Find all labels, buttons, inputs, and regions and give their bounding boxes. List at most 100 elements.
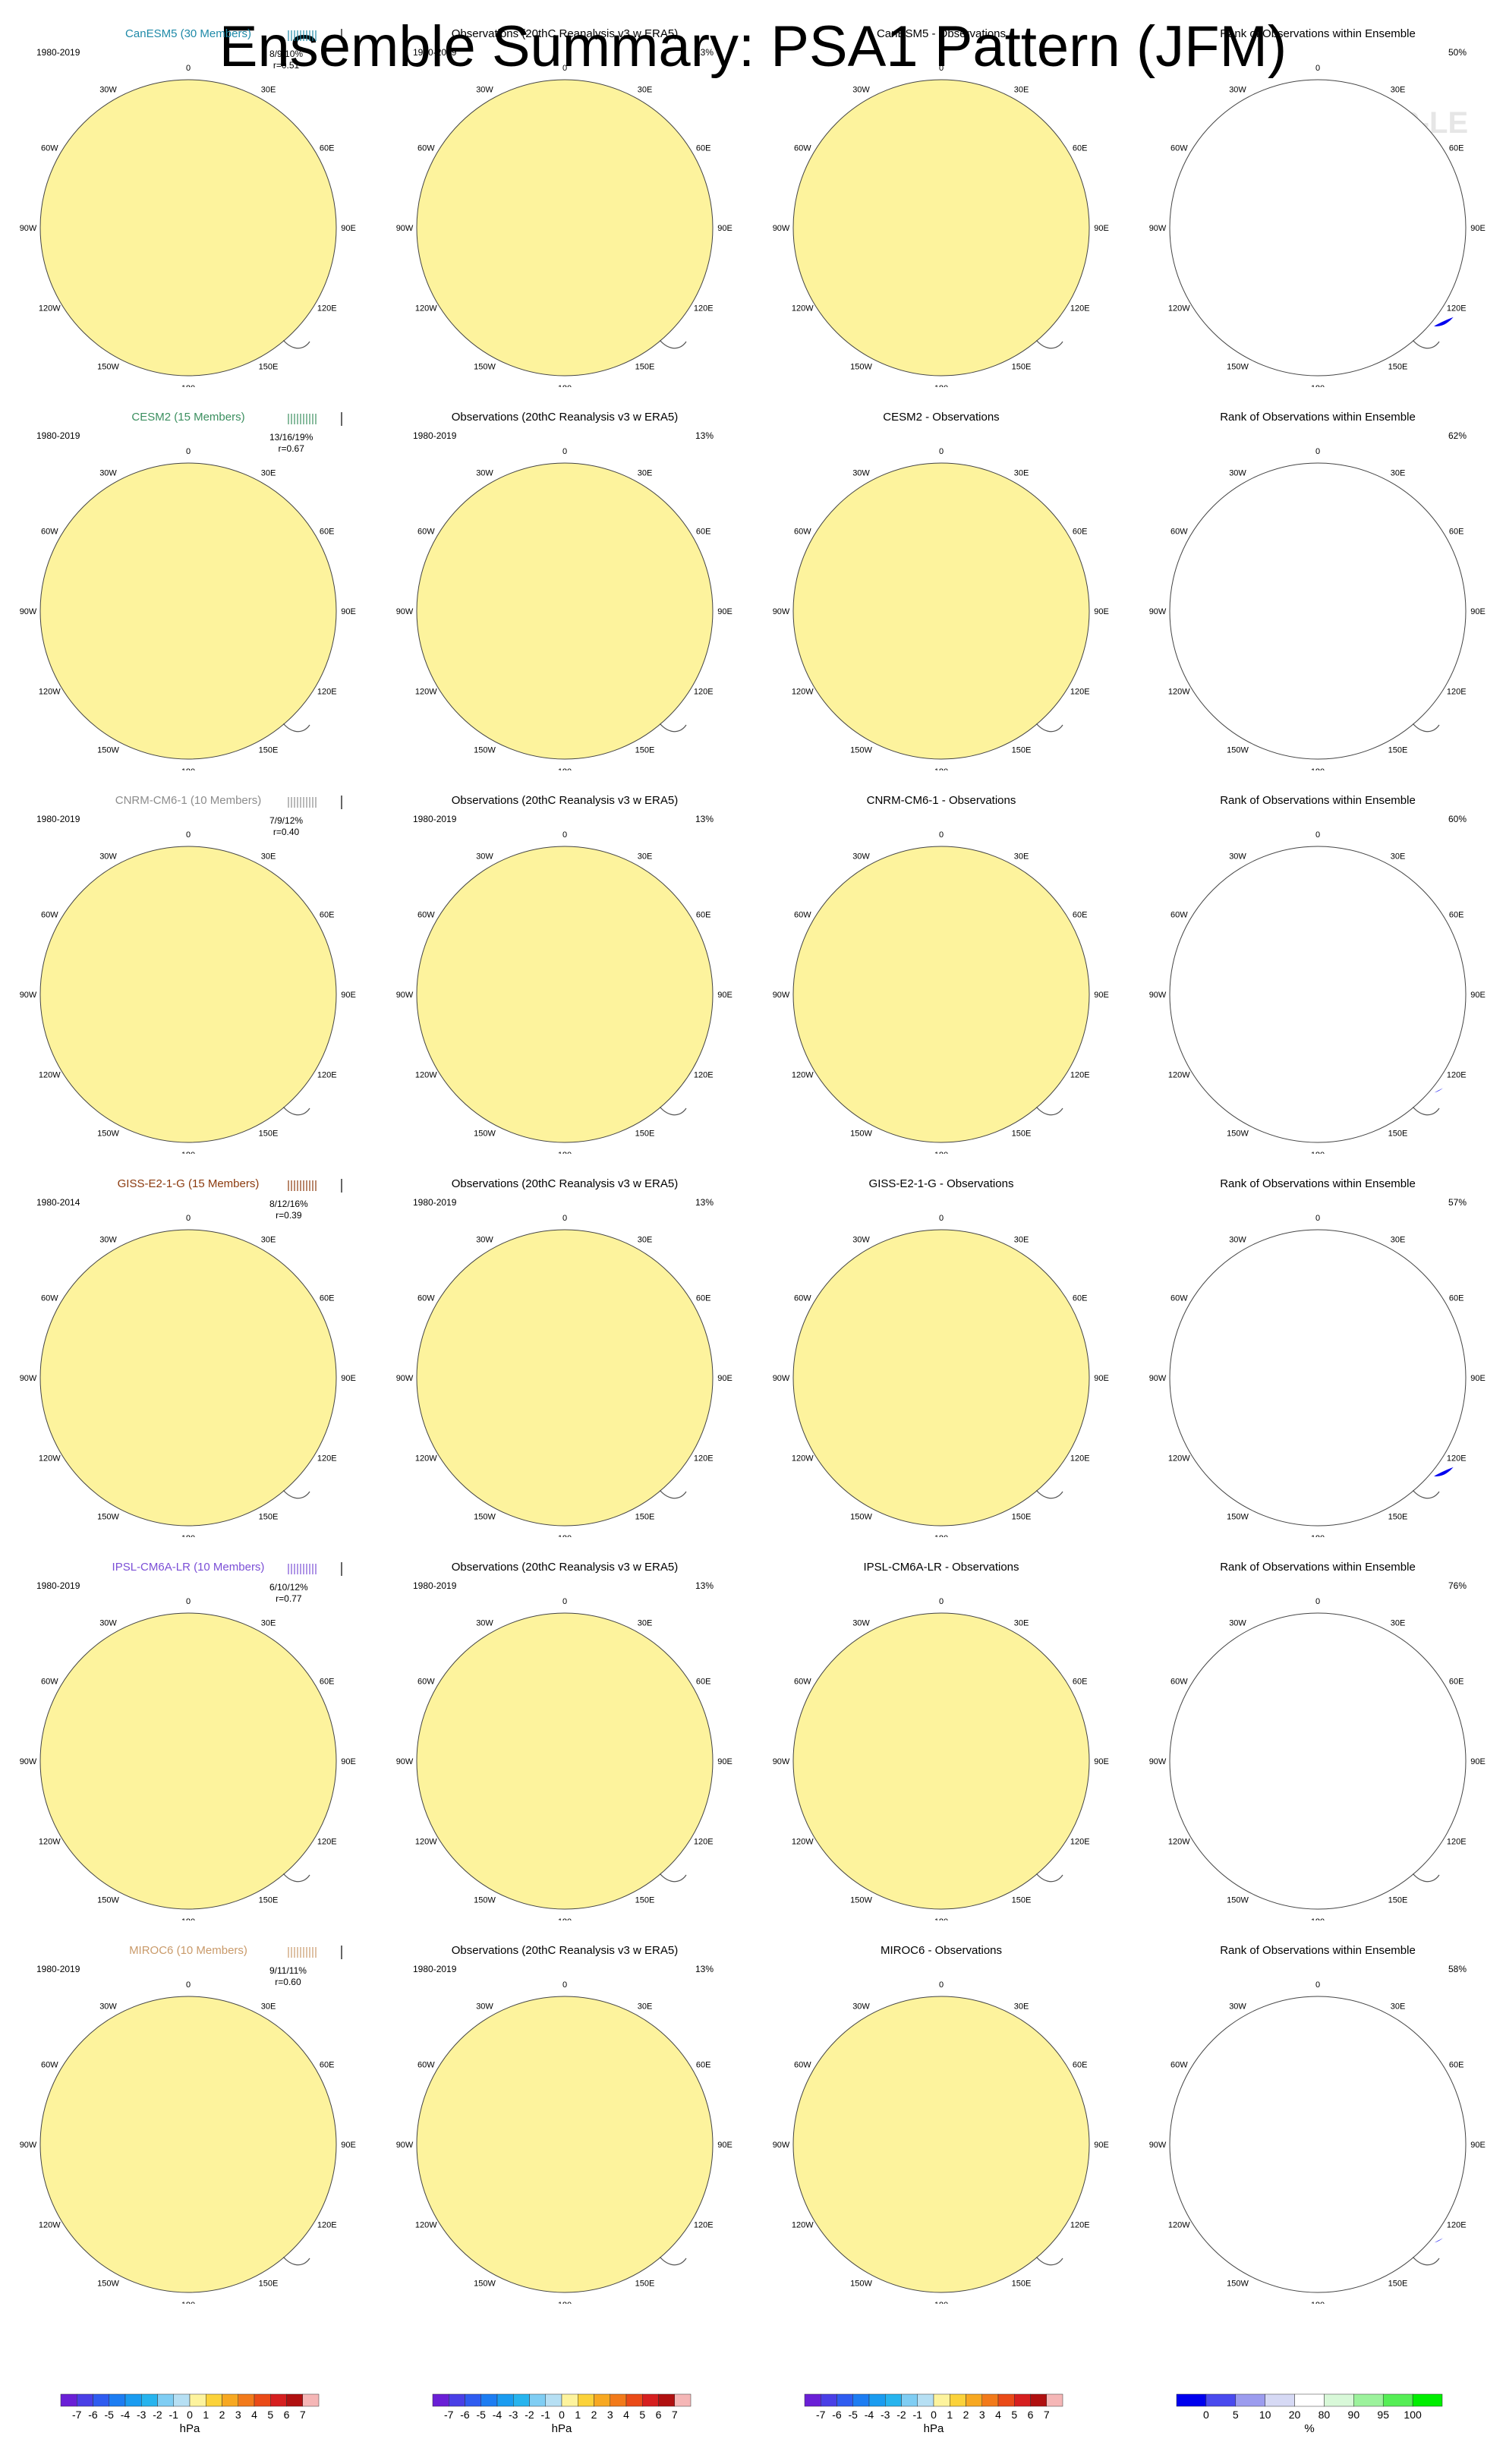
lon-label: 60E (1449, 2061, 1464, 2070)
map-border (1169, 1996, 1467, 2293)
lon-label: 150E (1388, 1513, 1408, 1522)
colorbar-tick-label: 7 (300, 2409, 306, 2421)
lon-label: 60E (696, 2061, 711, 2070)
colorbar-hpa-svg: -7 -6 -5 -4 -3 -2 -1 0 1 2 3 4 5 6 7 hPa (804, 2393, 1063, 2435)
diff-panel: 0 30E 60E 90E 120E 150E 180 150W 120W 90W 60W 30W CN… (753, 767, 1130, 1154)
lon-label: 120W (415, 1071, 437, 1080)
map-background (793, 1230, 1089, 1526)
colorbar-tick-label: -2 (525, 2409, 534, 2421)
lon-label: 60W (417, 2061, 435, 2070)
model-panel: 0 30E 60E 90E 120E 150E 180 150W 120W 90W 60W 30W Ca… (0, 0, 376, 387)
rank-title: Rank of Observations within Ensemble (1220, 411, 1416, 424)
lon-label: 120E (1447, 2221, 1467, 2230)
lon-label: 150W (474, 1896, 496, 1905)
rank-percent: 60% (1448, 814, 1467, 824)
colorbar-tick-label: 2 (963, 2409, 969, 2421)
map-border (416, 1612, 714, 1910)
lon-label: 30W (1229, 1235, 1246, 1244)
colorbar-tick-label: 3 (235, 2409, 241, 2421)
map-background (793, 1613, 1089, 1909)
colorbar-swatch (77, 2393, 93, 2407)
lon-label: 60E (1073, 1294, 1088, 1303)
lon-label: 120W (792, 1838, 814, 1847)
stats-explained-variance: 7/9/12% (269, 815, 304, 826)
stats-pattern-correlation: r=0.60 (275, 1977, 301, 1987)
colorbar-swatch (997, 2393, 1015, 2407)
lon-label: 90W (1149, 2141, 1167, 2150)
map-border (792, 846, 1090, 1143)
colorbar-swatch (529, 2393, 546, 2407)
lon-label: 30W (476, 2002, 493, 2011)
lon-label: 150E (1012, 2280, 1032, 2289)
lon-label: 120W (39, 2221, 61, 2230)
lon-label: 150W (474, 363, 496, 372)
lon-label: 30W (476, 85, 493, 94)
map-background (417, 80, 713, 376)
lon-label: 150E (1012, 1513, 1032, 1522)
lon-label: 60W (417, 911, 435, 920)
lon-label: 90E (1470, 2141, 1486, 2150)
obs-explained-variance: 13% (695, 47, 714, 58)
lon-label: 150W (850, 1130, 872, 1139)
lon-label: 90E (1094, 224, 1109, 233)
lon-label: 150E (1012, 1130, 1032, 1139)
map-background (40, 463, 336, 759)
map-background (417, 1230, 713, 1526)
colorbar-tick-label: 95 (1377, 2409, 1389, 2421)
colorbar-swatch (561, 2393, 578, 2407)
colorbar-tick-label: -3 (137, 2409, 147, 2421)
lon-label: 120E (1070, 304, 1090, 314)
lon-label: 120E (1070, 688, 1090, 697)
lon-label: 150W (1227, 1130, 1249, 1139)
period-label: 1980-2019 (413, 47, 457, 58)
lon-label: 0 (186, 1597, 191, 1606)
lon-label: 150W (850, 363, 872, 372)
lon-label: 0 (186, 447, 191, 456)
obs-explained-variance: 13% (695, 1964, 714, 1974)
lon-label: 0 (186, 1980, 191, 1990)
lon-label: 30W (852, 85, 870, 94)
diff-title: CanESM5 - Observations (876, 27, 1007, 40)
lon-label: 30E (261, 85, 276, 94)
lon-label: 90W (396, 1374, 414, 1383)
map-background (1170, 80, 1466, 376)
colorbar-percent-svg: 0 5 10 20 80 90 95 100% (1176, 2393, 1443, 2435)
lon-label: 90W (1149, 1757, 1167, 1766)
polar-map: 0 30E 60E 90E 120E 150E 180 150W 120W 90W 60W 30W (396, 1597, 733, 1920)
polar-map: 0 30E 60E 90E 120E 150E 180 150W 120W 90W 60W 30W (396, 447, 733, 770)
lon-label: 30E (261, 468, 276, 477)
lon-label: 180 (934, 384, 948, 387)
lon-label: 180 (934, 1534, 948, 1537)
map-background (40, 1613, 336, 1909)
map-border (1169, 1612, 1467, 1910)
map-border (792, 79, 1090, 377)
lon-label: 120E (694, 1071, 714, 1080)
lon-label: 120E (317, 1454, 337, 1464)
lon-label: 60E (1449, 1294, 1464, 1303)
lon-label: 150E (635, 1130, 655, 1139)
model-title: CNRM-CM6-1 (10 Members) (115, 794, 262, 807)
map-background (40, 1230, 336, 1526)
colorbar-swatch (658, 2393, 675, 2407)
model-stats: 6/10/12% r=0.77 (269, 1582, 308, 1605)
lon-label: 180 (181, 384, 195, 387)
colorbar-tick-label: 5 (267, 2409, 273, 2421)
lon-label: 150W (850, 1896, 872, 1905)
rank-title: Rank of Observations within Ensemble (1220, 794, 1416, 807)
rank-panel: 0 30E 60E 90E 120E 150E 180 150W 120W 90W 60W 30W Ra… (1130, 1150, 1506, 1537)
lon-label: 30W (1229, 468, 1246, 477)
lon-label: 150W (474, 1513, 496, 1522)
period-label: 1980-2014 (36, 1197, 80, 1208)
period-label: 1980-2019 (36, 814, 80, 824)
lon-label: 60E (1449, 144, 1464, 153)
lon-label: 60W (794, 1294, 811, 1303)
lon-label: 30E (1391, 85, 1406, 94)
lon-label: 120E (317, 688, 337, 697)
model-title: IPSL-CM6A-LR (10 Members) (112, 1561, 265, 1574)
map-border (39, 462, 337, 760)
lon-label: 90W (396, 607, 414, 616)
rank-title: Rank of Observations within Ensemble (1220, 1177, 1416, 1190)
lon-label: 90E (341, 1374, 356, 1383)
map-border (39, 846, 337, 1143)
lon-label: 90E (717, 2141, 733, 2150)
